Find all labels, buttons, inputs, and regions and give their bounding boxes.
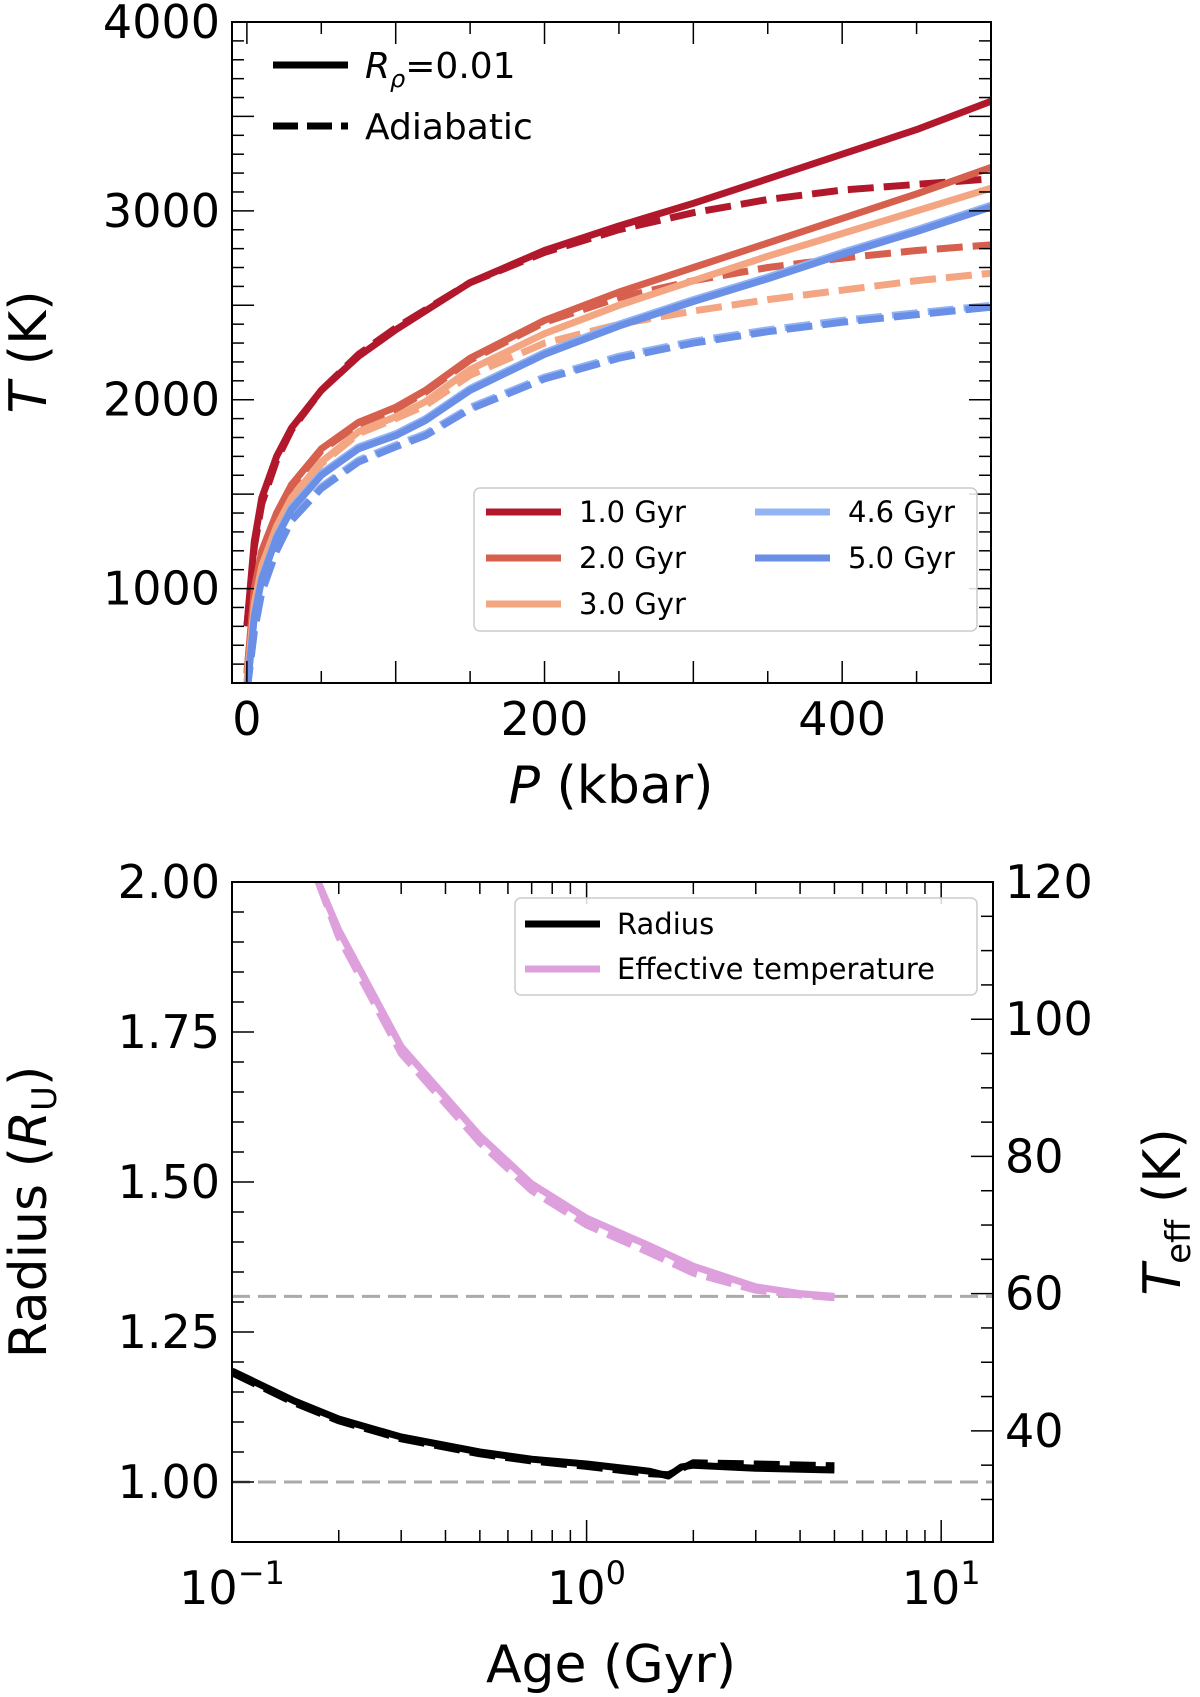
top-plot-frame bbox=[231, 21, 992, 684]
bottom-plot-frame bbox=[231, 881, 994, 1543]
age-legend-label: 1.0 Gyr bbox=[579, 495, 686, 529]
right-y-tick-label: 120 bbox=[1005, 855, 1093, 909]
y-tick-label: 3000 bbox=[103, 184, 220, 238]
series-solid-line-0 bbox=[232, 1367, 835, 1480]
x-tick-label: 400 bbox=[798, 692, 886, 746]
radius-teff-legend-label: Effective temperature bbox=[617, 952, 935, 986]
x-tick-label: 200 bbox=[501, 692, 589, 746]
series-solid-line-0 bbox=[243, 98, 991, 627]
right-y-tick-label: 100 bbox=[1005, 992, 1093, 1046]
y-tick-label: 4000 bbox=[103, 0, 220, 49]
y-tick-label: 1000 bbox=[103, 562, 220, 616]
line-style-legend: Rρ=0.01 Adiabatic bbox=[273, 46, 533, 148]
age-legend-label: 4.6 Gyr bbox=[848, 495, 955, 529]
age-legend-label: 3.0 Gyr bbox=[579, 587, 686, 621]
series-solid-line-1 bbox=[243, 164, 991, 674]
series-solid-line-4 bbox=[244, 203, 991, 683]
radius-teff-legend-label: Radius bbox=[617, 907, 714, 941]
radius-teff-legend: Radius Effective temperature bbox=[514, 897, 978, 996]
x-tick-label: 0 bbox=[232, 692, 261, 746]
radius-teff-legend-frame bbox=[514, 897, 978, 996]
x-tick-label: 100 bbox=[547, 1554, 626, 1615]
right-y-tick-label: 80 bbox=[1005, 1129, 1064, 1183]
left-y-tick-label: 1.75 bbox=[118, 1005, 220, 1059]
right-y-tick-label: 60 bbox=[1005, 1267, 1064, 1321]
left-y-tick-label: 1.25 bbox=[118, 1305, 220, 1359]
age-series-legend: 1.0 Gyr 2.0 Gyr 3.0 Gyr 4.6 Gyr 5.0 Gyr bbox=[473, 487, 978, 632]
top-y-axis-label: T (K) bbox=[0, 291, 59, 414]
temperature-pressure-panel: 0 200 400 1000 2000 3000 4000 P (kbar) T (K) R… bbox=[0, 0, 992, 816]
bottom-left-y-axis-label: Radius (RU) bbox=[0, 1066, 65, 1359]
left-y-tick-label: 1.50 bbox=[118, 1155, 220, 1209]
age-legend-frame bbox=[473, 487, 978, 632]
radius-age-panel: 10−1 100 101 1.00 1.25 1.50 1.75 2.00 40 60 80 100 1… bbox=[0, 855, 1199, 1695]
left-y-tick-label: 2.00 bbox=[118, 855, 220, 909]
top-plot-lines bbox=[243, 98, 991, 683]
legend-solid-label: Rρ=0.01 bbox=[365, 46, 516, 93]
right-y-tick-label: 40 bbox=[1005, 1404, 1064, 1458]
top-tick-labels: 0 200 400 1000 2000 3000 4000 bbox=[103, 0, 886, 746]
age-legend-label: 5.0 Gyr bbox=[848, 541, 955, 575]
bottom-right-y-axis-label: Teff (K) bbox=[1133, 1128, 1199, 1295]
y-tick-label: 2000 bbox=[103, 373, 220, 427]
bottom-x-axis-label: Age (Gyr) bbox=[486, 1635, 736, 1695]
legend-dashed-label: Adiabatic bbox=[365, 107, 533, 148]
bottom-plot-lines bbox=[232, 882, 993, 1484]
age-legend-label: 2.0 Gyr bbox=[579, 541, 686, 575]
bottom-tick-labels: 10−1 100 101 1.00 1.25 1.50 1.75 2.00 40 60 80 100 1… bbox=[118, 855, 1093, 1615]
top-x-axis-label: P (kbar) bbox=[509, 756, 714, 816]
left-y-tick-label: 1.00 bbox=[118, 1455, 220, 1509]
series-solid-line-1 bbox=[314, 882, 835, 1300]
x-tick-label: 101 bbox=[902, 1554, 981, 1615]
x-tick-label: 10−1 bbox=[179, 1554, 285, 1615]
top-axis-ticks bbox=[232, 21, 992, 683]
series-dashed-line-4 bbox=[244, 303, 991, 683]
